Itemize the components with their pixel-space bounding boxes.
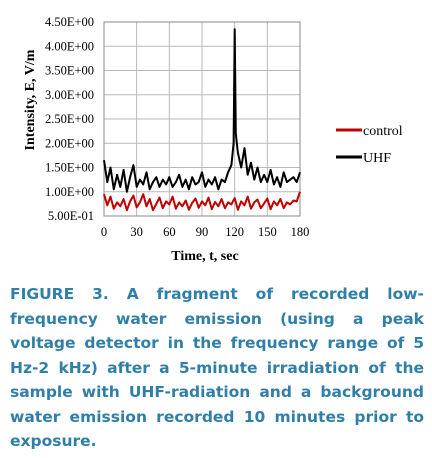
x-axis-title: Time, t, sec: [171, 249, 238, 264]
y-tick-label: 1.50E+00: [45, 161, 94, 175]
x-tick-label: 90: [196, 225, 209, 239]
legend: control UHF: [336, 124, 403, 166]
plot-area-border: [103, 21, 301, 217]
legend-label-uhf: UHF: [363, 151, 391, 166]
y-axis-title: Intensity, E, V/m: [23, 49, 38, 150]
x-tick-label: 30: [130, 225, 143, 239]
grid: [103, 21, 301, 217]
chart: 0 30 60 90 120 150 180 5.00E-01 1.00E+00 1.50E+00…: [23, 15, 403, 264]
y-tick-label: 4.00E+00: [45, 39, 94, 53]
x-tick-label: 60: [163, 225, 176, 239]
series-line-control: [103, 191, 301, 212]
y-tick-label: 5.00E-01: [48, 209, 94, 223]
series-line-uhf: [103, 28, 301, 193]
y-tick-label: 1.00E+00: [45, 185, 94, 199]
legend-label-control: control: [363, 124, 403, 139]
series-layer: [103, 28, 301, 212]
x-tick-label: 120: [225, 225, 244, 239]
y-tick-label: 3.00E+00: [45, 88, 94, 102]
x-tick-label: 0: [101, 225, 107, 239]
tick-labels: 0 30 60 90 120 150 180 5.00E-01 1.00E+00 1.50E+00…: [45, 15, 309, 239]
x-tick-label: 180: [291, 225, 310, 239]
y-tick-label: 3.50E+00: [45, 64, 94, 78]
figure-caption: FIGURE 3. A fragment of recorded low-fre…: [10, 285, 424, 450]
x-tick-label: 150: [258, 225, 277, 239]
y-tick-label: 2.50E+00: [45, 112, 94, 126]
y-tick-label: 2.00E+00: [45, 136, 94, 150]
y-tick-label: 4.50E+00: [45, 15, 94, 29]
